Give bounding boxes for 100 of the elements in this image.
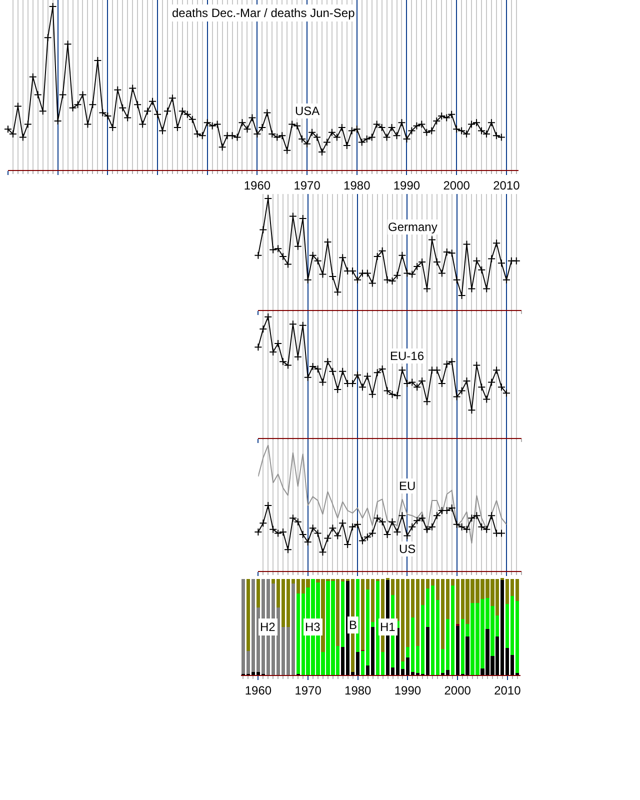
point bbox=[368, 529, 376, 538]
point bbox=[354, 371, 362, 379]
x-tick-label: 1980 bbox=[344, 178, 371, 192]
bar bbox=[400, 662, 405, 670]
point bbox=[363, 269, 372, 278]
point bbox=[492, 529, 501, 538]
point bbox=[423, 398, 432, 406]
point bbox=[254, 343, 262, 352]
point bbox=[472, 256, 481, 265]
point bbox=[259, 519, 268, 528]
point bbox=[432, 366, 441, 374]
point bbox=[264, 194, 272, 202]
point bbox=[269, 348, 278, 356]
point bbox=[398, 512, 406, 520]
point bbox=[294, 352, 302, 361]
point bbox=[393, 271, 402, 280]
point bbox=[428, 366, 436, 374]
point bbox=[482, 284, 491, 293]
point bbox=[328, 367, 337, 376]
point bbox=[413, 516, 422, 525]
series-label: US bbox=[399, 542, 416, 556]
point bbox=[408, 522, 416, 531]
point bbox=[363, 532, 372, 541]
series-label: Germany bbox=[388, 220, 438, 234]
point bbox=[334, 386, 342, 394]
point bbox=[328, 272, 337, 281]
point bbox=[462, 377, 471, 386]
point bbox=[458, 292, 466, 300]
x-tick-label: 1960 bbox=[244, 178, 271, 192]
point bbox=[324, 534, 332, 542]
series-label: B bbox=[349, 618, 358, 632]
x-tick-label: 1990 bbox=[394, 683, 422, 698]
point bbox=[269, 246, 278, 254]
point bbox=[274, 244, 282, 253]
point bbox=[492, 239, 501, 248]
chart-title: deaths Dec.-Mar / deaths Jun-Sep bbox=[172, 6, 356, 20]
point bbox=[403, 532, 412, 540]
point bbox=[418, 258, 426, 266]
point bbox=[388, 518, 396, 526]
point bbox=[318, 270, 327, 278]
point bbox=[363, 372, 372, 380]
point bbox=[328, 524, 337, 532]
point bbox=[393, 528, 402, 536]
point bbox=[488, 254, 496, 263]
point bbox=[284, 260, 292, 268]
point bbox=[472, 512, 481, 520]
point bbox=[488, 378, 496, 386]
point bbox=[338, 519, 347, 528]
point bbox=[452, 276, 461, 284]
point bbox=[502, 276, 510, 284]
series-label: EU-16 bbox=[390, 349, 424, 363]
point bbox=[304, 538, 312, 546]
point bbox=[368, 279, 376, 288]
point bbox=[398, 251, 406, 260]
series-label: USA bbox=[295, 104, 320, 118]
point bbox=[498, 529, 506, 538]
point bbox=[304, 276, 312, 284]
point bbox=[259, 226, 268, 234]
point bbox=[373, 252, 382, 260]
point bbox=[338, 367, 347, 376]
point bbox=[348, 522, 357, 531]
point bbox=[478, 383, 486, 392]
point bbox=[378, 364, 386, 373]
point bbox=[428, 236, 436, 244]
point bbox=[378, 246, 386, 255]
point bbox=[354, 276, 362, 284]
x-tick-label: 1990 bbox=[393, 178, 420, 192]
point bbox=[442, 360, 451, 368]
point bbox=[259, 324, 268, 333]
point bbox=[264, 312, 272, 321]
point bbox=[398, 366, 406, 374]
point bbox=[458, 386, 466, 395]
point bbox=[324, 358, 332, 366]
point bbox=[448, 358, 456, 366]
x-tick-label: 1980 bbox=[344, 683, 372, 698]
x-tick-label: 2010 bbox=[494, 683, 522, 698]
point bbox=[428, 522, 436, 531]
point bbox=[468, 284, 476, 293]
point bbox=[468, 514, 476, 522]
point bbox=[358, 536, 366, 545]
x-tick-label: 1970 bbox=[294, 178, 321, 192]
point bbox=[448, 504, 456, 512]
point bbox=[274, 340, 282, 348]
series-label: H3 bbox=[305, 620, 321, 634]
bar bbox=[256, 578, 260, 608]
point bbox=[318, 548, 327, 556]
point bbox=[318, 378, 327, 386]
point bbox=[373, 368, 382, 377]
point bbox=[288, 212, 297, 220]
series-label: H2 bbox=[260, 620, 276, 634]
point bbox=[358, 269, 366, 278]
point bbox=[294, 242, 302, 250]
x-tick-label: 2000 bbox=[444, 683, 472, 698]
point bbox=[254, 251, 262, 260]
point bbox=[472, 361, 481, 370]
point bbox=[304, 373, 312, 382]
point bbox=[507, 256, 516, 265]
point bbox=[418, 514, 426, 522]
point bbox=[478, 266, 486, 274]
point bbox=[338, 254, 347, 262]
